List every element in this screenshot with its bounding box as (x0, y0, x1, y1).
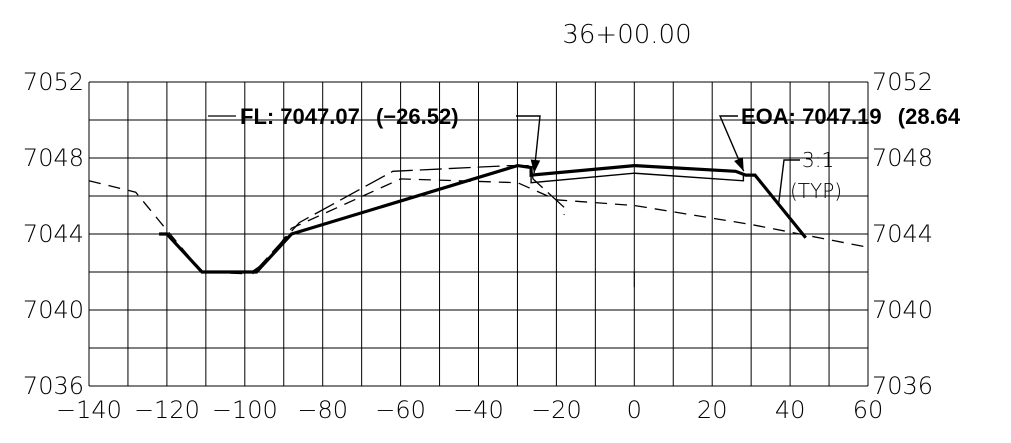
eoa-offset-label: (28.64 (898, 104, 961, 129)
x-tick-label: −120 (134, 396, 200, 424)
fl-label: FL: 7047.07 (−26.52) (240, 104, 459, 129)
y-tick-label-left: 7048 (23, 144, 84, 172)
x-tick-label: −40 (453, 396, 504, 424)
grid (88, 81, 869, 387)
slope-ratio-label: 3:1 (802, 148, 834, 172)
slope-leader (777, 159, 800, 206)
y-tick-label-left: 7036 (23, 372, 84, 400)
y-tick-label-left: 7052 (23, 68, 84, 96)
y-tick-label-right: 7052 (872, 68, 933, 96)
y-tick-label-right: 7036 (872, 372, 933, 400)
profile-line-solid-thin (530, 172, 745, 184)
profile-lines (88, 163, 869, 275)
station-title: 36+00.00 (562, 20, 691, 50)
x-tick-label: −80 (297, 396, 348, 424)
x-tick-label: −140 (56, 396, 122, 424)
x-tick-label: −100 (212, 396, 278, 424)
eoa-label: EOA: 7047.19 (28.64 (741, 104, 961, 129)
x-tick-label: 20 (697, 396, 728, 424)
fl-offset-label: (−26.52) (376, 104, 459, 129)
profile-line-long-dash (252, 164, 565, 275)
x-tick-label: −20 (531, 396, 582, 424)
x-tick-label: 40 (775, 396, 806, 424)
eoa-leader (718, 115, 745, 172)
fl-leader (516, 115, 541, 174)
y-tick-label-right: 7048 (872, 144, 933, 172)
y-tick-label-left: 7040 (23, 296, 84, 324)
x-tick-label: −60 (375, 396, 426, 424)
y-tick-label-left: 7044 (23, 220, 84, 248)
eoa-elevation-label: EOA: 7047.19 (741, 104, 882, 129)
eoa-arrow (734, 157, 744, 172)
x-tick-label: 0 (627, 396, 642, 424)
profile-line-dashed (88, 178, 869, 275)
y-tick-label-right: 7044 (872, 220, 933, 248)
fl-arrow (530, 159, 541, 174)
fl-elevation-label: FL: 7047.07 (240, 104, 360, 129)
slope-typ-label: (TYP) (790, 179, 842, 203)
annotations: FL: 7047.07 (−26.52) EOA: 7047.19 (28.64… (208, 104, 961, 206)
x-tick-label: 60 (853, 396, 884, 424)
y-tick-label-right: 7040 (872, 296, 933, 324)
tick-labels: −140 −120 −100 −80 −60 −40 −20 0 20 40 60 7052 7048 7… (23, 68, 933, 424)
